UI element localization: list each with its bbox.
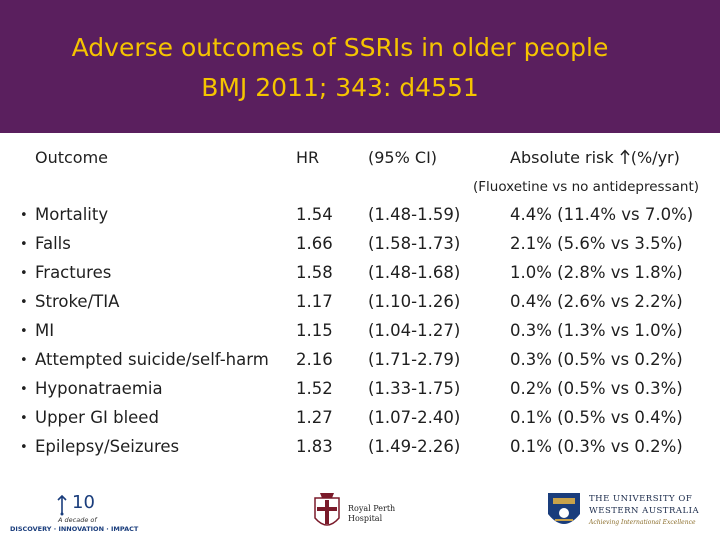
uwa-tagline: Achieving International Excellence bbox=[589, 519, 696, 526]
title-banner: Adverse outcomes of SSRIs in older peopl… bbox=[0, 0, 720, 133]
absolute-risk-cell: 4.4% (11.4% vs 7.0%) bbox=[510, 205, 694, 224]
column-header-outcome: Outcome bbox=[35, 148, 109, 167]
decade-logo: 10 A decade of DISCOVERY · INNOVATION · … bbox=[10, 492, 140, 537]
bullet: • bbox=[20, 324, 28, 339]
absolute-risk-cell: 0.4% (2.6% vs 2.2%) bbox=[510, 292, 683, 311]
absolute-risk-cell: 1.0% (2.8% vs 1.8%) bbox=[510, 263, 683, 282]
bullet: • bbox=[20, 353, 28, 368]
decade-number: 10 bbox=[72, 492, 95, 513]
table-row: • Mortality 1.54 (1.48-1.59) 4.4% (11.4%… bbox=[0, 205, 720, 234]
column-header-hr: HR bbox=[296, 148, 320, 167]
table-row: • Falls 1.66 (1.58-1.73) 2.1% (5.6% vs 3… bbox=[0, 234, 720, 263]
absolute-risk-cell: 0.2% (0.5% vs 0.3%) bbox=[510, 379, 683, 398]
ci-cell: (1.07-2.40) bbox=[368, 408, 461, 427]
ci-cell: (1.71-2.79) bbox=[368, 350, 461, 369]
absolute-risk-cell: 2.1% (5.6% vs 3.5%) bbox=[510, 234, 683, 253]
slide-subtitle-citation: BMJ 2011; 343: d4551 bbox=[201, 73, 479, 102]
table-row: • Attempted suicide/self-harm 2.16 (1.71… bbox=[0, 350, 720, 379]
bullet: • bbox=[20, 440, 28, 455]
hr-cell: 1.15 bbox=[296, 321, 333, 340]
absolute-risk-cell: 0.1% (0.3% vs 0.2%) bbox=[510, 437, 683, 456]
decade-mark-icon bbox=[57, 494, 67, 516]
outcome-cell: Attempted suicide/self-harm bbox=[35, 350, 269, 369]
hr-cell: 1.27 bbox=[296, 408, 333, 427]
absolute-risk-comparison-note: (Fluoxetine vs no antidepressant) bbox=[473, 179, 700, 195]
outcome-cell: Fractures bbox=[35, 263, 112, 282]
hr-cell: 1.66 bbox=[296, 234, 333, 253]
ci-cell: (1.49-2.26) bbox=[368, 437, 461, 456]
bullet: • bbox=[20, 266, 28, 281]
slide-title: Adverse outcomes of SSRIs in older peopl… bbox=[71, 33, 609, 62]
bullet: • bbox=[20, 382, 28, 397]
table-row: • Fractures 1.58 (1.48-1.68) 1.0% (2.8% … bbox=[0, 263, 720, 292]
hr-cell: 1.54 bbox=[296, 205, 333, 224]
uwa-crest-icon bbox=[548, 493, 580, 524]
ci-cell: (1.58-1.73) bbox=[368, 234, 461, 253]
hospital-name-line1: Royal Perth bbox=[348, 504, 396, 513]
decade-caption: A decade of bbox=[58, 516, 97, 524]
absolute-risk-label: Absolute risk bbox=[510, 148, 614, 167]
absolute-risk-cell: 0.1% (0.5% vs 0.4%) bbox=[510, 408, 683, 427]
outcome-cell: Mortality bbox=[35, 205, 109, 224]
hr-cell: 1.58 bbox=[296, 263, 333, 282]
table-row: • Stroke/TIA 1.17 (1.10-1.26) 0.4% (2.6%… bbox=[0, 292, 720, 321]
up-arrow-icon bbox=[620, 149, 630, 164]
bullet: • bbox=[20, 208, 28, 223]
bullet: • bbox=[20, 295, 28, 310]
decade-tagline: DISCOVERY · INNOVATION · IMPACT bbox=[10, 525, 139, 533]
hr-cell: 1.83 bbox=[296, 437, 333, 456]
column-header-ci: (95% CI) bbox=[368, 148, 438, 167]
uwa-logo: THE UNIVERSITY OF WESTERN AUSTRALIA Achi… bbox=[545, 488, 715, 536]
table-row: • MI 1.15 (1.04-1.27) 0.3% (1.3% vs 1.0%… bbox=[0, 321, 720, 350]
ci-cell: (1.33-1.75) bbox=[368, 379, 461, 398]
hr-cell: 1.52 bbox=[296, 379, 333, 398]
outcome-cell: MI bbox=[35, 321, 55, 340]
hr-cell: 1.17 bbox=[296, 292, 333, 311]
outcome-cell: Epilepsy/Seizures bbox=[35, 437, 180, 456]
outcome-cell: Upper GI bleed bbox=[35, 408, 159, 427]
outcome-cell: Falls bbox=[35, 234, 71, 253]
ci-cell: (1.10-1.26) bbox=[368, 292, 461, 311]
ci-cell: (1.04-1.27) bbox=[368, 321, 461, 340]
table-row: • Epilepsy/Seizures 1.83 (1.49-2.26) 0.1… bbox=[0, 437, 720, 466]
uwa-name-line2: WESTERN AUSTRALIA bbox=[589, 506, 700, 516]
bullet: • bbox=[20, 411, 28, 426]
outcome-cell: Stroke/TIA bbox=[35, 292, 120, 311]
hospital-name-line2: Hospital bbox=[348, 514, 383, 523]
column-header-absolute-risk: Absolute risk (%/yr) bbox=[510, 148, 680, 167]
ci-cell: (1.48-1.59) bbox=[368, 205, 461, 224]
table-row: • Hyponatraemia 1.52 (1.33-1.75) 0.2% (0… bbox=[0, 379, 720, 408]
absolute-risk-unit: (%/yr) bbox=[630, 148, 680, 167]
outcome-cell: Hyponatraemia bbox=[35, 379, 163, 398]
ci-cell: (1.48-1.68) bbox=[368, 263, 461, 282]
bullet: • bbox=[20, 237, 28, 252]
uwa-name-line1: THE UNIVERSITY OF bbox=[589, 494, 693, 504]
royal-perth-hospital-logo: Royal Perth Hospital bbox=[312, 488, 422, 536]
table-row: • Upper GI bleed 1.27 (1.07-2.40) 0.1% (… bbox=[0, 408, 720, 437]
hospital-crest-icon bbox=[314, 493, 340, 526]
absolute-risk-cell: 0.3% (1.3% vs 1.0%) bbox=[510, 321, 683, 340]
hr-cell: 2.16 bbox=[296, 350, 333, 369]
absolute-risk-cell: 0.3% (0.5% vs 0.2%) bbox=[510, 350, 683, 369]
